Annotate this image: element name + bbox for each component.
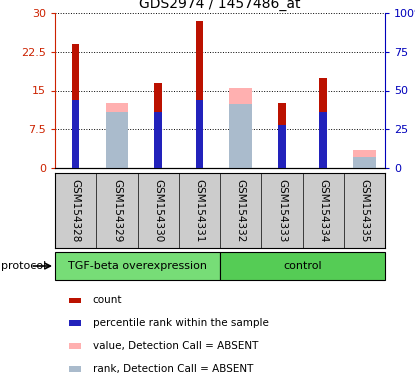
Bar <box>105 112 128 168</box>
Text: GSM154335: GSM154335 <box>359 179 369 242</box>
Bar <box>72 100 79 168</box>
Text: rank, Detection Call = ABSENT: rank, Detection Call = ABSENT <box>93 364 253 374</box>
Text: GSM154329: GSM154329 <box>112 179 122 242</box>
Text: GSM154328: GSM154328 <box>71 179 81 242</box>
Bar <box>69 298 81 303</box>
Title: GDS2974 / 1457486_at: GDS2974 / 1457486_at <box>139 0 301 11</box>
Bar <box>72 44 79 168</box>
Bar <box>353 157 376 168</box>
Bar <box>69 320 81 326</box>
Bar <box>220 252 385 280</box>
Text: percentile rank within the sample: percentile rank within the sample <box>93 318 269 328</box>
Bar <box>361 158 368 168</box>
Text: GSM154332: GSM154332 <box>236 179 246 242</box>
Bar <box>195 100 203 168</box>
Bar <box>320 78 327 168</box>
Text: count: count <box>93 295 122 305</box>
Bar <box>278 124 286 168</box>
Bar <box>195 21 203 168</box>
Text: control: control <box>283 261 322 271</box>
Text: GSM154330: GSM154330 <box>153 179 163 242</box>
Bar <box>69 366 81 372</box>
Bar <box>229 104 252 168</box>
Text: GSM154331: GSM154331 <box>194 179 204 242</box>
Text: GSM154333: GSM154333 <box>277 179 287 242</box>
Bar <box>55 252 220 280</box>
Bar <box>105 103 128 168</box>
Bar <box>154 83 162 168</box>
Text: GSM154334: GSM154334 <box>318 179 328 242</box>
Bar <box>229 88 252 168</box>
Bar <box>154 112 162 168</box>
Bar <box>69 343 81 349</box>
Bar <box>353 150 376 168</box>
Text: value, Detection Call = ABSENT: value, Detection Call = ABSENT <box>93 341 258 351</box>
Text: TGF-beta overexpression: TGF-beta overexpression <box>68 261 207 271</box>
Bar <box>278 103 286 168</box>
Text: protocol: protocol <box>1 261 47 271</box>
Bar <box>320 112 327 168</box>
